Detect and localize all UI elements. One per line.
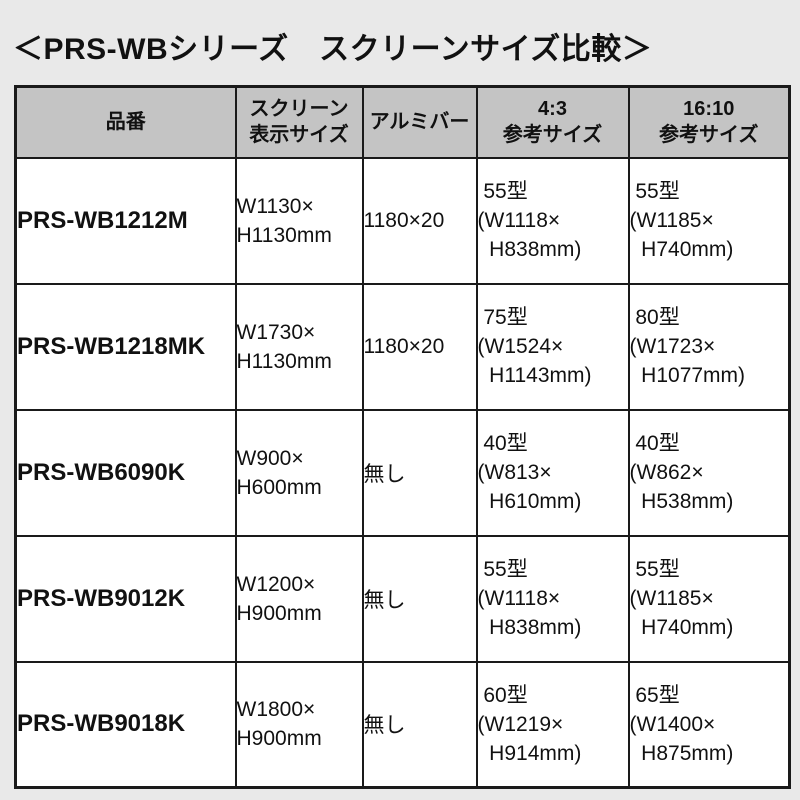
table-row: PRS-WB1212M W1130× H1130mm 1180×20 55型 (… [14,156,791,285]
table-row: PRS-WB6090K W900× H600mm 無し 40型 (W813× H… [14,408,791,537]
spec-table: 品番 スクリーン 表示サイズ アルミバー 4:3 参考サイズ 16:10 参考サ… [14,85,791,789]
model-cell: PRS-WB9018K [14,660,237,789]
model-cell: PRS-WB6090K [14,408,237,537]
ref-4-3-cell: 55型 (W1118× H838mm) [475,156,630,285]
screen-size-cell: W1800× H900mm [234,660,364,789]
header-screen-display-size: スクリーン 表示サイズ [234,85,364,159]
ref-16-10-cell: 55型 (W1185× H740mm) [627,534,791,663]
aluminum-bar-cell: 1180×20 [361,156,478,285]
table-header-row: 品番 スクリーン 表示サイズ アルミバー 4:3 参考サイズ 16:10 参考サ… [14,85,791,159]
model-cell: PRS-WB9012K [14,534,237,663]
header-ref-size-4-3: 4:3 参考サイズ [475,85,630,159]
page-title: ＜PRS-WBシリーズ スクリーンサイズ比較＞ [13,33,653,66]
aluminum-bar-cell: 無し [361,408,478,537]
ref-16-10-cell: 80型 (W1723× H1077mm) [627,282,791,411]
screen-size-cell: W1130× H1130mm [234,156,364,285]
ref-16-10-cell: 55型 (W1185× H740mm) [627,156,791,285]
header-aluminum-bar: アルミバー [361,85,478,159]
table-row: PRS-WB9012K W1200× H900mm 無し 55型 (W1118×… [14,534,791,663]
ref-4-3-cell: 60型 (W1219× H914mm) [475,660,630,789]
ref-4-3-cell: 40型 (W813× H610mm) [475,408,630,537]
aluminum-bar-cell: 無し [361,534,478,663]
aluminum-bar-cell: 1180×20 [361,282,478,411]
ref-16-10-cell: 65型 (W1400× H875mm) [627,660,791,789]
ref-4-3-cell: 75型 (W1524× H1143mm) [475,282,630,411]
screen-size-cell: W1200× H900mm [234,534,364,663]
model-cell: PRS-WB1218MK [14,282,237,411]
header-model: 品番 [14,85,237,159]
header-ref-size-16-10: 16:10 参考サイズ [627,85,791,159]
table-row: PRS-WB1218MK W1730× H1130mm 1180×20 75型 … [14,282,791,411]
aluminum-bar-cell: 無し [361,660,478,789]
ref-4-3-cell: 55型 (W1118× H838mm) [475,534,630,663]
model-cell: PRS-WB1212M [14,156,237,285]
ref-16-10-cell: 40型 (W862× H538mm) [627,408,791,537]
screen-size-cell: W900× H600mm [234,408,364,537]
screen-size-cell: W1730× H1130mm [234,282,364,411]
table-row: PRS-WB9018K W1800× H900mm 無し 60型 (W1219×… [14,660,791,789]
screen-size-comparison-table: 品番 スクリーン 表示サイズ アルミバー 4:3 参考サイズ 16:10 参考サ… [14,85,791,789]
